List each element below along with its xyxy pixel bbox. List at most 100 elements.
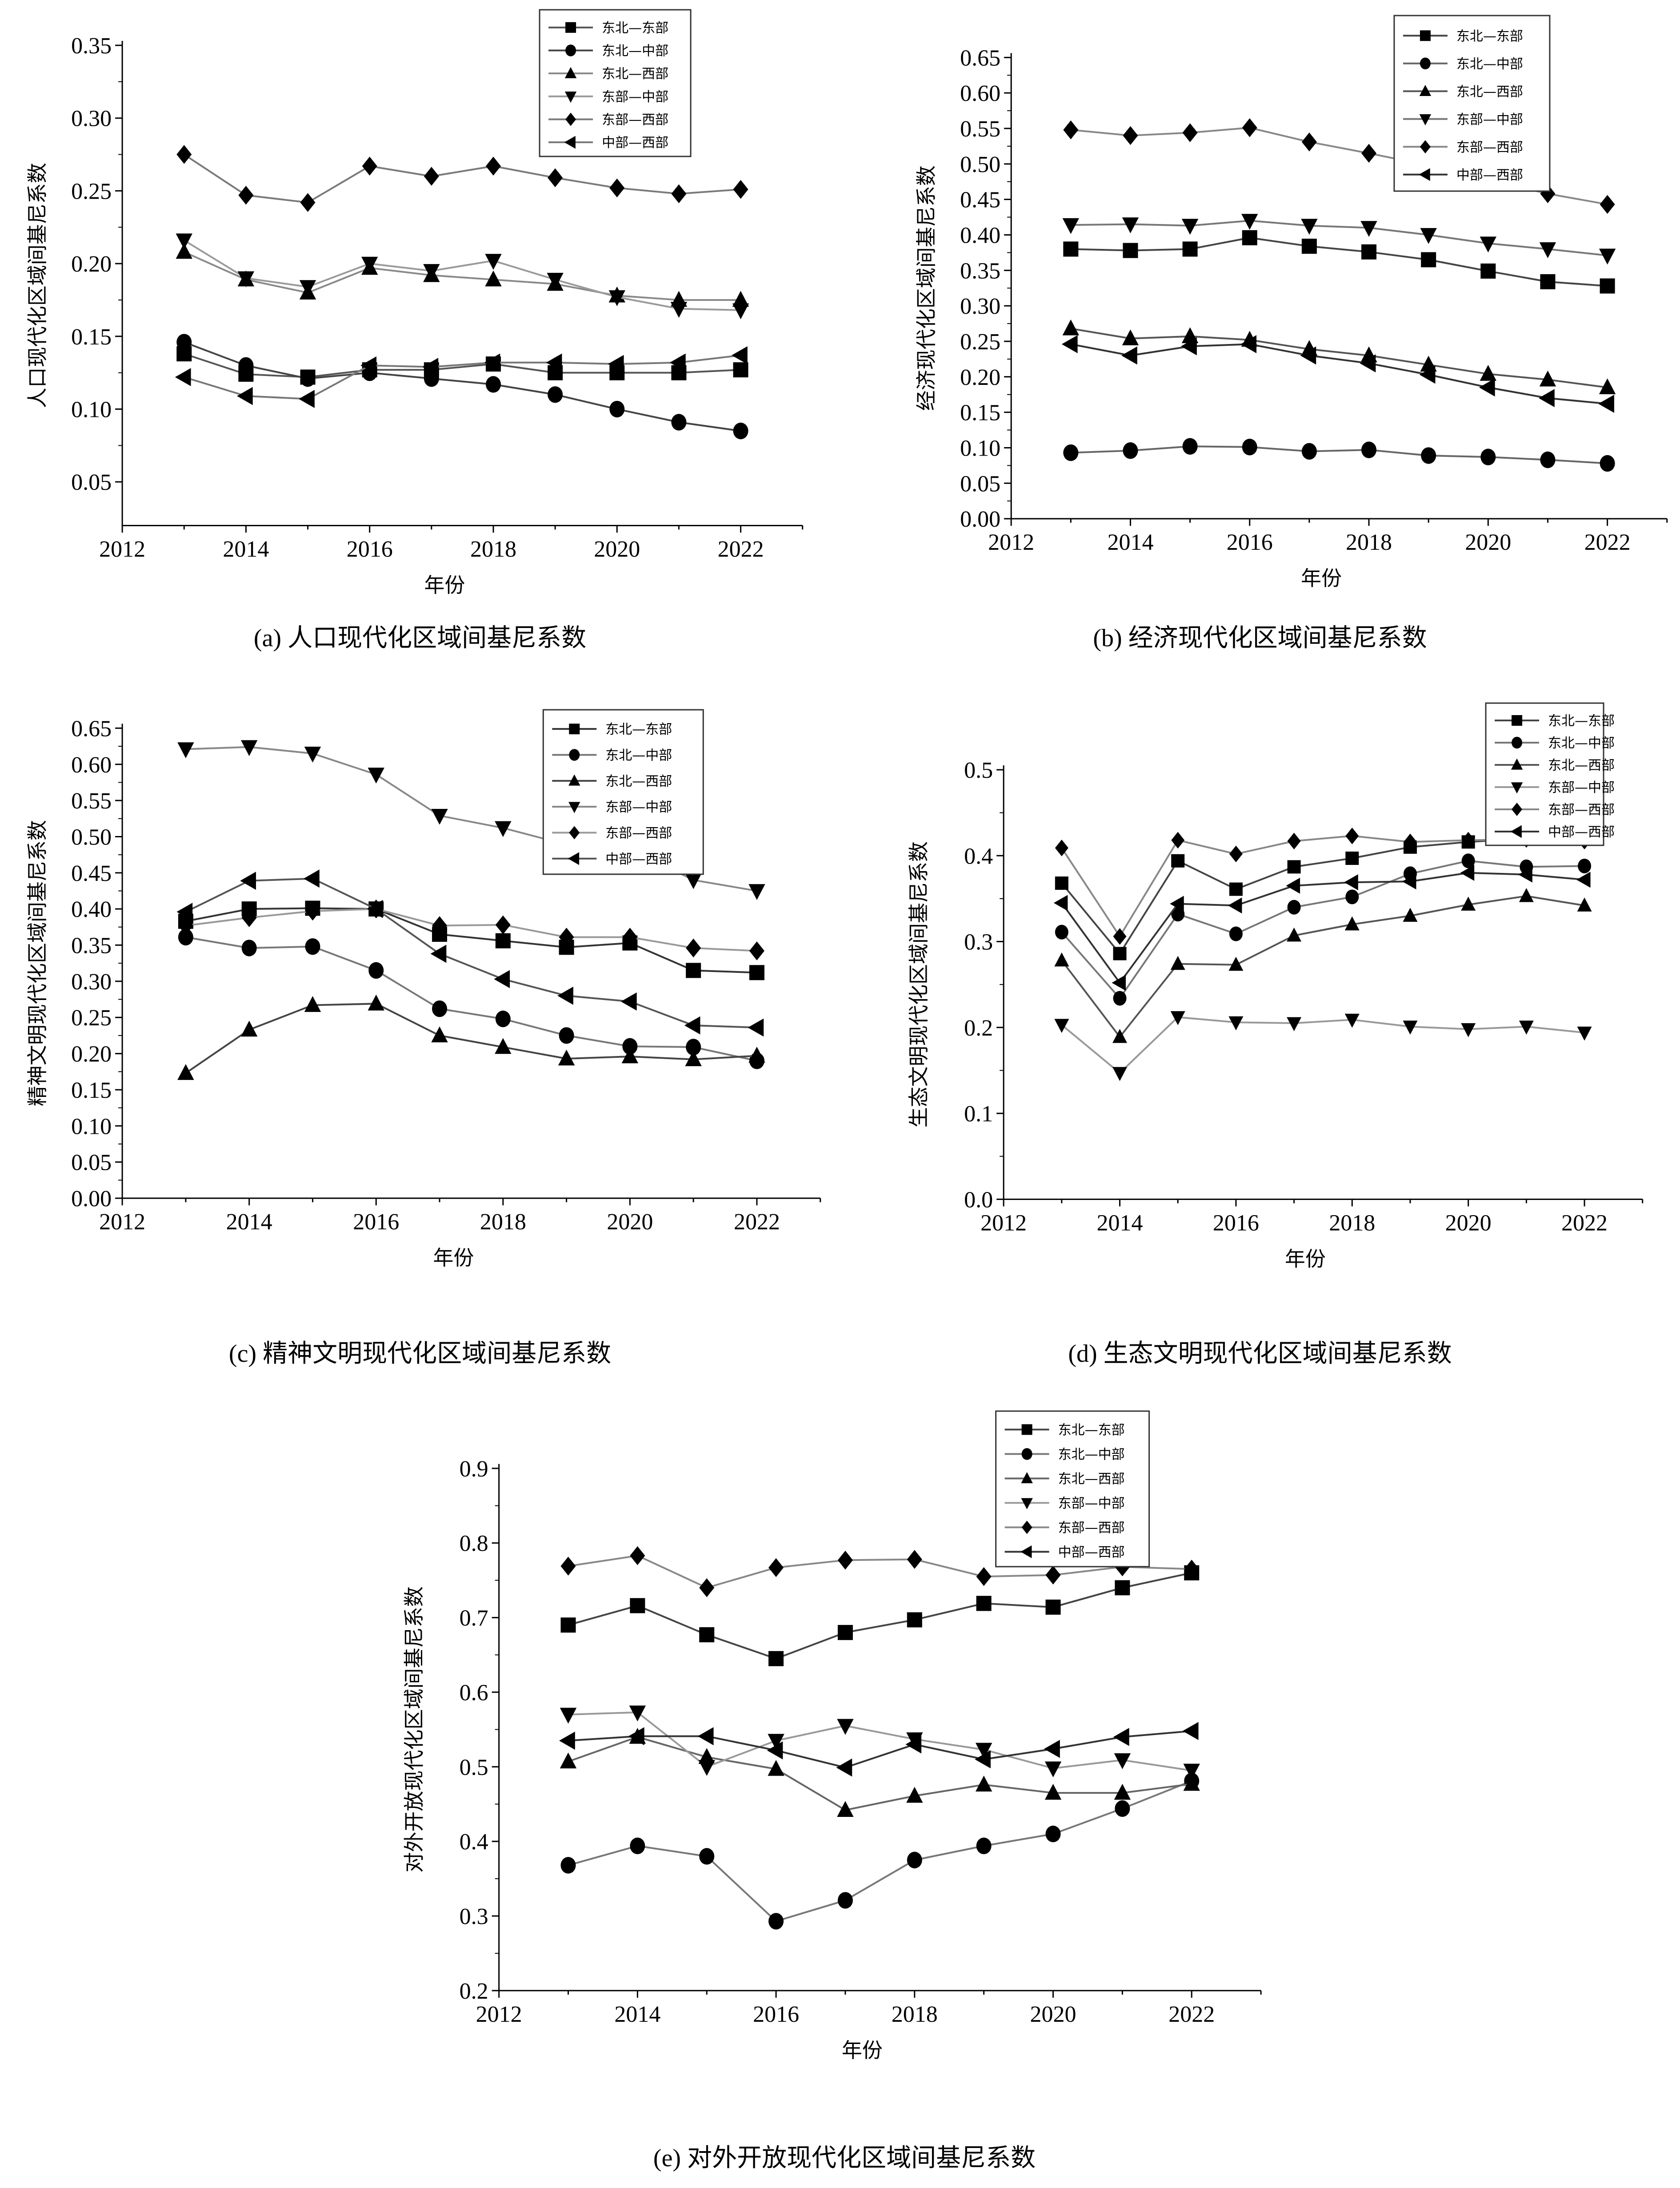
legend-marker (569, 826, 580, 840)
data-point (305, 901, 320, 921)
legend-label: 东部—中部 (605, 800, 672, 815)
data-point (975, 1750, 991, 1768)
series-line (568, 1555, 1192, 1589)
data-point (1055, 876, 1068, 890)
data-point (560, 1617, 576, 1633)
x-tick-label: 2018 (892, 2002, 938, 2027)
data-point (975, 1743, 992, 1759)
x-tick-label: 2020 (594, 536, 640, 562)
data-point (1229, 926, 1243, 941)
chart-b-plot: 2012 2014 2016 2018 2020 2022 0.00 0.05 0.10 0.15… (914, 15, 1668, 590)
data-point (1242, 439, 1257, 456)
data-point (1183, 1775, 1200, 1791)
data-point (1345, 828, 1359, 844)
y-tick-label: 0.10 (960, 436, 1000, 461)
data-point (1301, 132, 1317, 152)
x-tick-label: 2012 (99, 536, 145, 562)
legend-box (1393, 15, 1551, 192)
x-tick-label: 2016 (1227, 530, 1273, 555)
y-tick-label: 0.05 (71, 470, 112, 495)
series-line (1061, 895, 1585, 1039)
legend-box (539, 9, 692, 157)
x-tick-label: 2012 (988, 530, 1034, 555)
y-tick-label: 0.00 (960, 507, 1000, 532)
data-point (424, 167, 439, 186)
series-line (184, 341, 741, 432)
legend-label: 东部—西部 (1058, 1520, 1125, 1536)
data-point (1480, 263, 1496, 279)
data-point (732, 346, 748, 364)
x-tick-label: 2022 (1584, 530, 1631, 555)
data-point (686, 1039, 701, 1056)
data-point (299, 280, 316, 296)
y-tick-label: 0.35 (71, 33, 112, 59)
x-tick-label: 2022 (734, 1209, 780, 1235)
series-line (184, 354, 741, 400)
data-point (1123, 442, 1138, 459)
data-point (1539, 389, 1555, 408)
x-axis-title: 年份 (842, 2038, 883, 2062)
data-point (630, 1598, 645, 1613)
y-tick-label: 0.55 (71, 788, 112, 814)
data-point (176, 243, 192, 259)
x-tick-label: 2016 (347, 536, 393, 562)
y-tick-label: 0.7 (460, 1606, 488, 1631)
y-tick-label: 0.20 (71, 252, 112, 277)
data-point (1170, 896, 1184, 912)
series-a-2 (176, 243, 749, 307)
data-point (907, 1550, 922, 1569)
chart-b-caption: (b) 经济现代化区域间基尼系数 (1093, 624, 1427, 652)
series-c-1 (178, 928, 764, 1069)
series-line (1070, 328, 1608, 388)
data-point (1114, 1784, 1131, 1800)
data-point (699, 1848, 715, 1865)
data-point (1403, 908, 1418, 922)
data-point (1115, 1580, 1130, 1596)
data-point (485, 156, 501, 176)
series-line (185, 936, 757, 1062)
data-point (1044, 1784, 1062, 1800)
data-point (768, 1734, 784, 1750)
data-point (1062, 218, 1079, 234)
data-point (1301, 239, 1317, 254)
data-point (1123, 243, 1138, 258)
legend-marker (564, 92, 577, 103)
data-point (240, 1020, 258, 1037)
series-line (184, 240, 741, 311)
data-point (300, 193, 316, 212)
y-tick-label: 0.3 (964, 930, 993, 955)
legend-marker (565, 112, 576, 126)
y-axis-title: 对外开放现代化区域间基尼系数 (402, 1586, 426, 1872)
series-e-5 (559, 1722, 1199, 1777)
data-point (685, 873, 702, 889)
data-point (671, 414, 687, 431)
data-point (748, 1047, 765, 1063)
legend-marker (1511, 782, 1523, 794)
y-tick-label: 0.65 (71, 716, 112, 741)
data-point (620, 992, 637, 1011)
legend-marker (1510, 825, 1522, 838)
x-tick-label: 2014 (1107, 530, 1153, 555)
data-point (1112, 975, 1126, 991)
legend-label: 东部—西部 (605, 826, 672, 841)
data-point (238, 357, 254, 374)
legend-label: 东北—东部 (602, 20, 668, 36)
data-point (1360, 221, 1377, 237)
data-point (1044, 1761, 1062, 1778)
y-tick-label: 0.9 (460, 1456, 488, 1482)
data-point (430, 944, 447, 963)
data-point (609, 400, 625, 418)
data-point (177, 1064, 194, 1080)
x-axis-title: 年份 (424, 573, 465, 597)
data-point (1361, 441, 1377, 458)
series-line (1061, 1016, 1585, 1074)
series-line (185, 907, 757, 974)
data-point (1113, 991, 1127, 1006)
data-point (1599, 378, 1616, 395)
data-point (1421, 252, 1436, 268)
data-point (548, 386, 563, 403)
data-point (768, 1760, 784, 1776)
data-point (432, 1000, 448, 1017)
